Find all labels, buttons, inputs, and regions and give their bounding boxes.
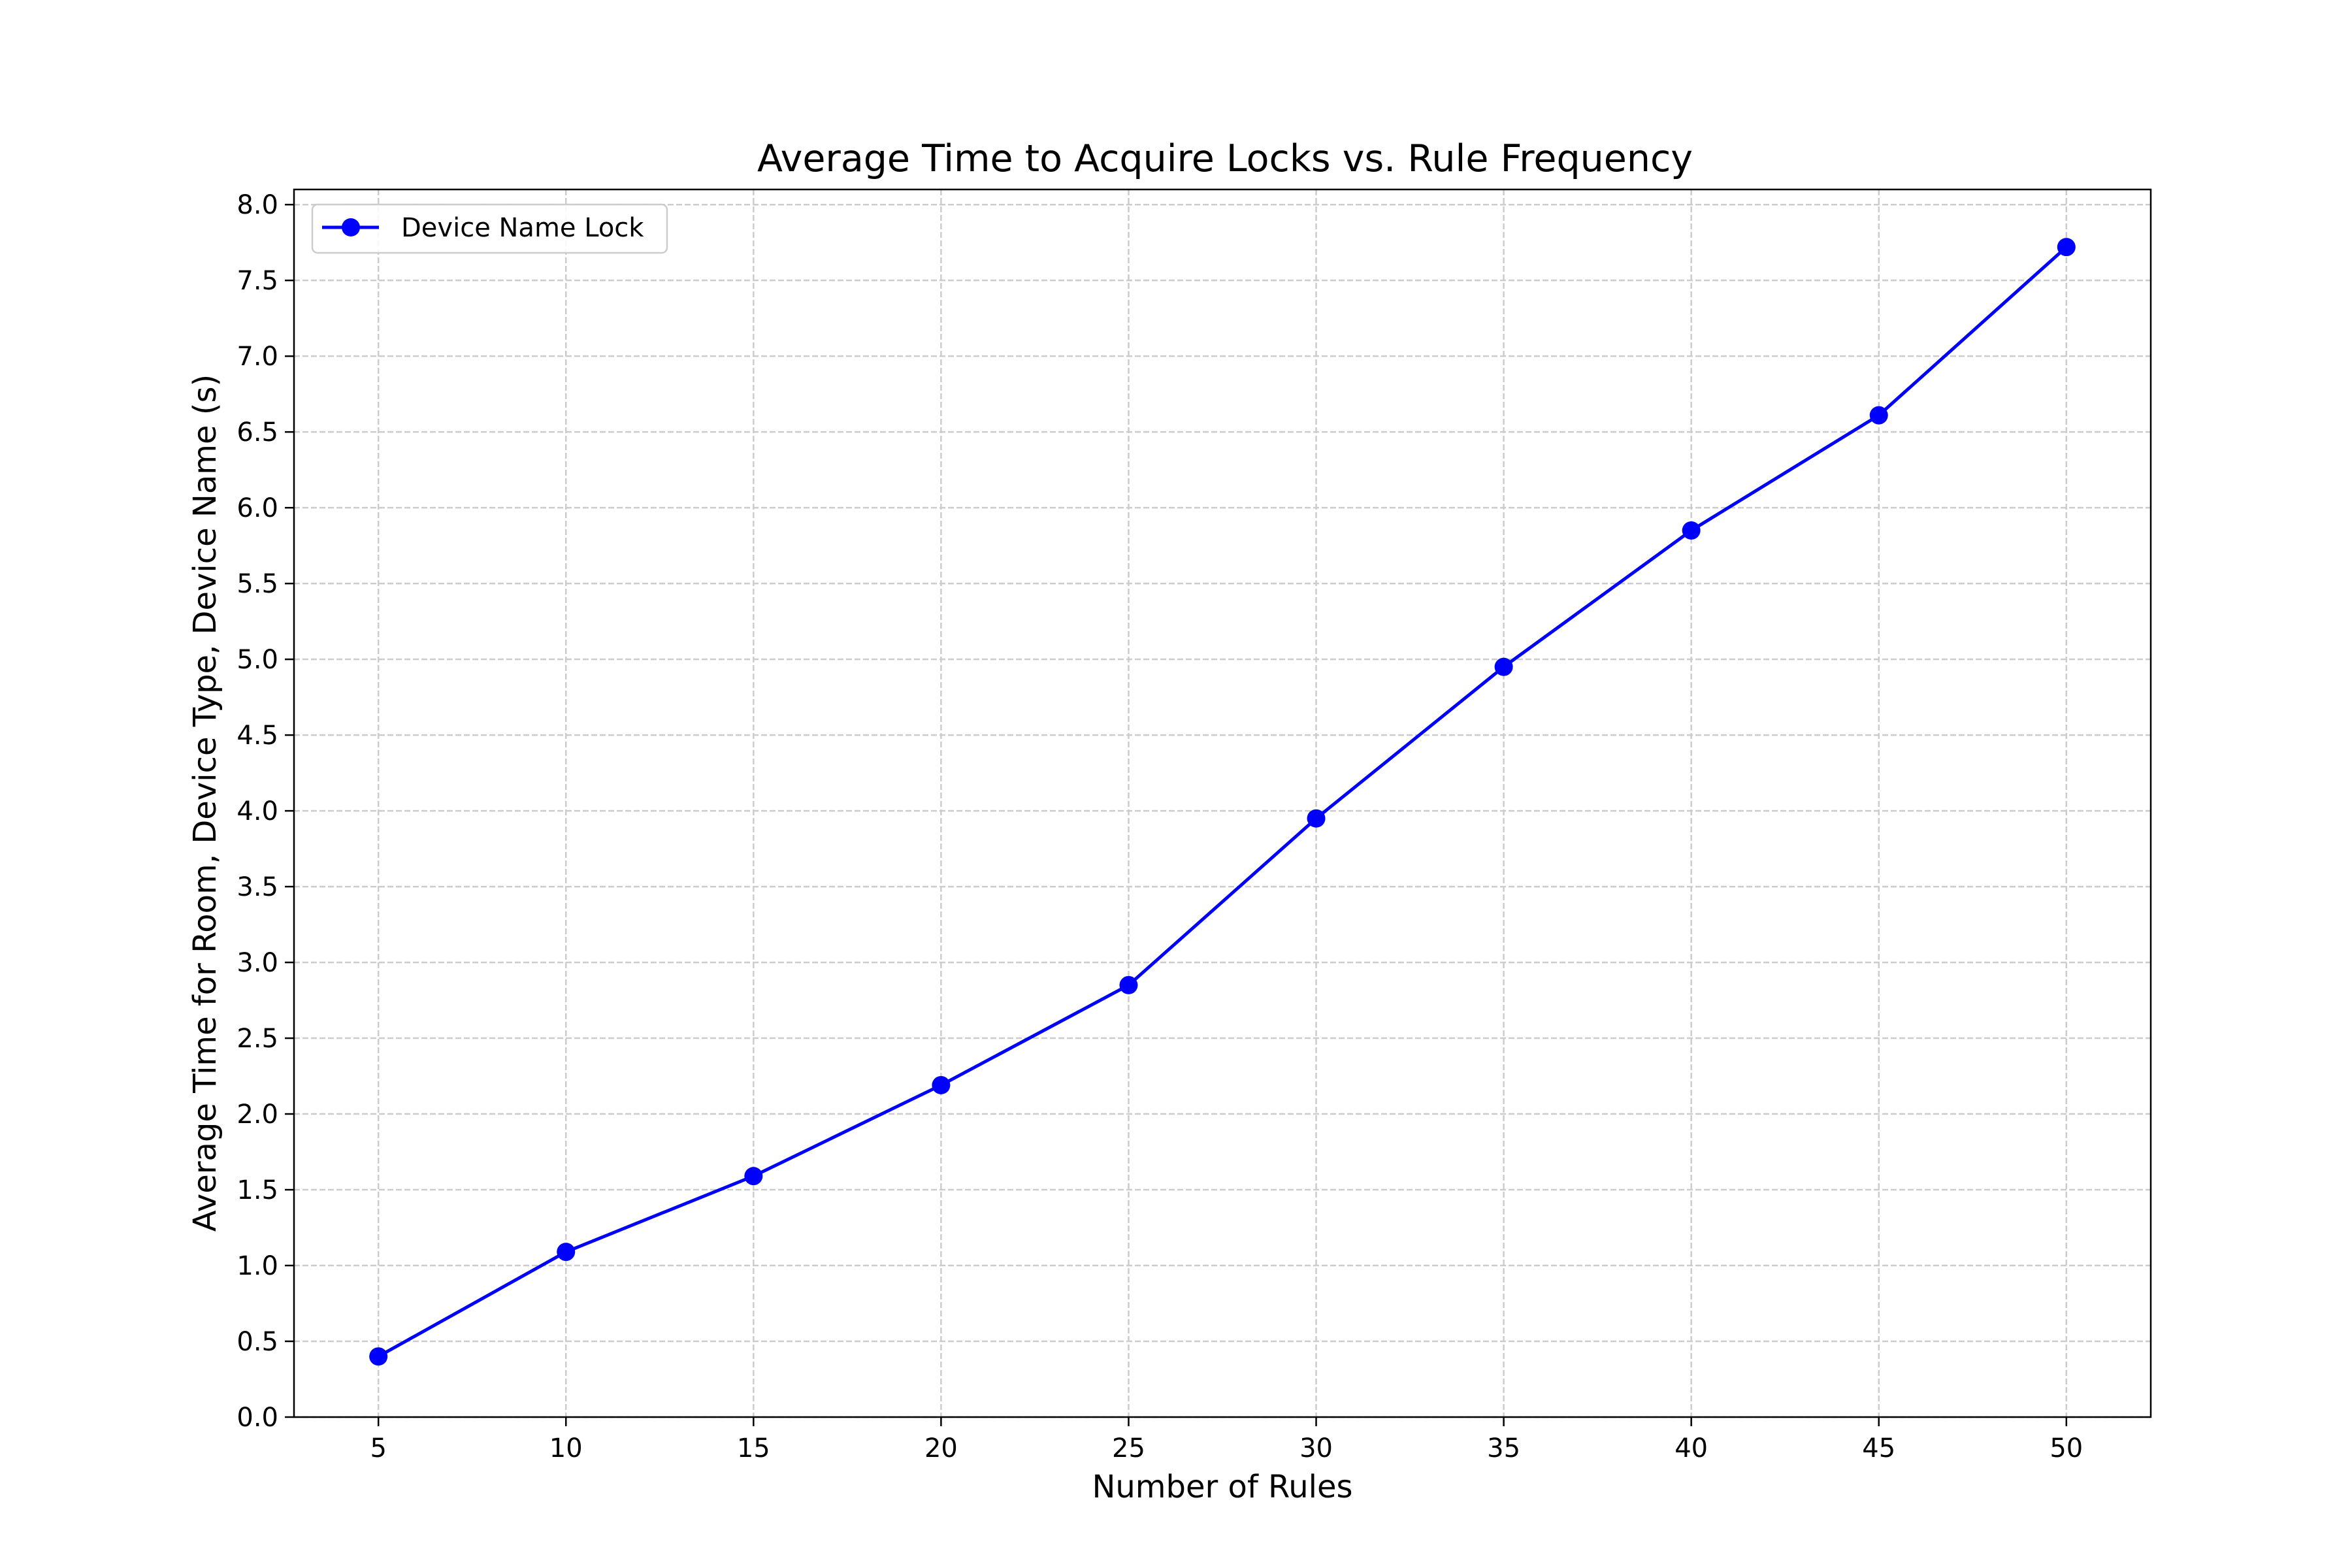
y-tick-label: 4.0 [237,796,278,826]
y-tick-label: 7.0 [237,342,278,372]
data-point [1869,406,1888,425]
y-tick-label: 2.5 [237,1024,278,1054]
y-tick-label: 5.5 [237,569,278,599]
y-tick-label: 6.5 [237,417,278,448]
data-point [1119,975,1138,994]
y-tick-label: 0.5 [237,1327,278,1357]
y-tick-label: 8.0 [237,190,278,220]
series-layer [369,238,2076,1366]
series-line [376,245,2068,1358]
plot-area-frame [293,188,2152,1418]
y-tick-label: 0.0 [237,1403,278,1433]
y-axis-label: Average Time for Room, Device Type, Devi… [187,374,223,1232]
data-point [1494,657,1513,676]
data-point [744,1167,763,1186]
y-tick-label: 4.5 [237,721,278,751]
x-tick-label: 30 [1299,1433,1333,1463]
x-axis-ticks: 5 10 15 20 25 30 35 40 45 50 [370,1417,2083,1463]
x-tick-label: 10 [549,1433,583,1463]
y-tick-label: 6.0 [237,493,278,523]
legend-marker-swatch [342,218,360,237]
y-tick-label: 1.0 [237,1251,278,1281]
y-tick-label: 7.5 [237,266,278,296]
y-tick-label: 5.0 [237,645,278,675]
x-tick-label: 15 [737,1433,770,1463]
x-tick-label: 35 [1487,1433,1520,1463]
data-point [1682,521,1701,540]
chart-title: Average Time to Acquire Locks vs. Rule F… [757,137,1693,180]
legend-series-label: Device Name Lock [401,213,644,243]
x-tick-label: 25 [1112,1433,1145,1463]
x-tick-label: 5 [370,1433,386,1463]
x-tick-label: 20 [924,1433,958,1463]
y-tick-label: 3.0 [237,948,278,978]
data-point [557,1243,576,1262]
x-tick-label: 50 [2050,1433,2083,1463]
y-tick-label: 3.5 [237,872,278,902]
legend: Device Name Lock [311,203,668,254]
data-point [2057,238,2076,257]
y-axis-ticks: 0.0 0.5 1.0 1.5 2.0 2.5 3.0 3.5 4.0 4.5 5.0 5.5 6.0 6… [237,190,294,1433]
data-point [932,1075,951,1094]
legend-box [311,203,668,254]
data-point [369,1347,388,1366]
x-tick-label: 45 [1862,1433,1895,1463]
x-axis-label: Number of Rules [1092,1469,1352,1505]
x-tick-label: 40 [1674,1433,1708,1463]
data-point [1307,809,1326,828]
y-tick-label: 2.0 [237,1100,278,1130]
y-tick-label: 1.5 [237,1175,278,1205]
